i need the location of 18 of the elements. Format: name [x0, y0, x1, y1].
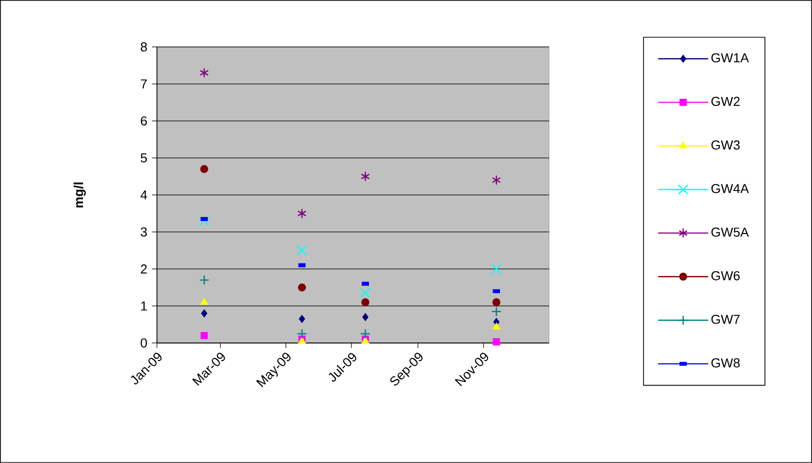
legend-label: GW4A: [711, 184, 749, 194]
legend-label: GW3: [711, 140, 740, 150]
legend-label: GW7: [711, 314, 740, 324]
y-tick-label: 1: [141, 302, 147, 310]
legend-label: GW6: [711, 271, 740, 280]
y-tick-label: 8: [140, 42, 147, 52]
y-axis-title: mg/l: [74, 182, 86, 208]
legend-label: GW5A: [711, 228, 749, 237]
y-tick-label: 7: [140, 80, 147, 88]
y-tick-label: 2: [140, 264, 147, 274]
y-tick-label: 4: [140, 190, 148, 200]
legend-label: GW1A: [711, 53, 749, 62]
legend-label: GW8: [711, 358, 740, 368]
y-tick-label: 6: [140, 116, 147, 126]
y-tick-label: 0: [140, 338, 147, 348]
y-tick-label: 3: [140, 227, 147, 237]
y-tick-label: 5: [140, 153, 147, 162]
legend-label: GW2: [711, 96, 740, 106]
